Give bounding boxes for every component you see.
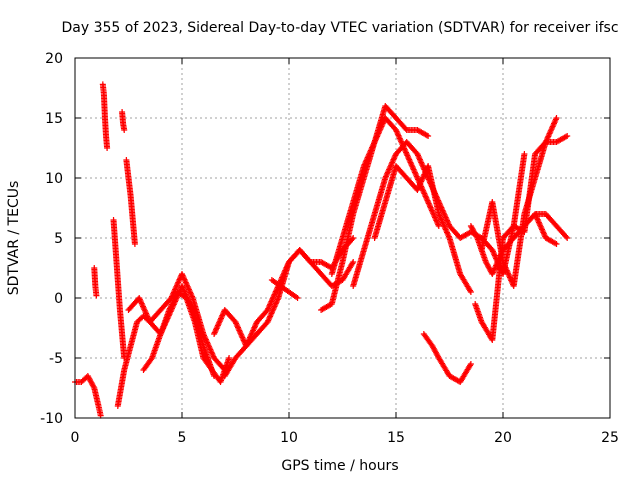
x-tick-label: 25 [601, 430, 619, 446]
data-point [350, 235, 357, 241]
x-tick-label: 20 [494, 430, 512, 446]
data-point [562, 133, 569, 140]
series-s1 [72, 373, 104, 419]
data-point [521, 151, 528, 157]
y-tick-label: 5 [54, 231, 63, 247]
series-s22 [532, 211, 560, 247]
series-s6 [110, 217, 128, 361]
y-tick-label: 20 [45, 51, 63, 67]
y-axis-label: SDTVAR / TECUs [6, 181, 22, 296]
series-s3 [99, 81, 111, 151]
chart-title: Day 355 of 2023, Sidereal Day-to-day VTE… [61, 20, 618, 36]
data-point [552, 240, 559, 247]
series-s14 [328, 115, 442, 277]
data-point [167, 304, 174, 311]
data-point [349, 260, 356, 267]
data-point [121, 127, 128, 133]
data-point [169, 300, 176, 307]
series-s12 [268, 277, 301, 301]
data-point [170, 297, 177, 304]
data-point [172, 293, 179, 300]
x-axis-label: GPS time / hours [281, 458, 398, 474]
data-point [553, 115, 560, 121]
x-tick-label: 5 [178, 430, 187, 446]
series-s5 [123, 157, 138, 247]
data-point [564, 133, 571, 139]
data-points [72, 81, 571, 419]
y-tick-label: -10 [40, 411, 63, 427]
data-point [564, 235, 571, 241]
data-point [467, 289, 474, 295]
series-s21 [478, 151, 528, 277]
data-point [168, 301, 175, 308]
data-point [171, 295, 178, 302]
series-s16 [371, 163, 474, 295]
series-s17 [420, 331, 474, 385]
x-tick-label: 10 [280, 430, 298, 446]
x-tick-label: 0 [71, 430, 80, 446]
data-point [93, 292, 100, 299]
data-point [90, 383, 97, 390]
data-point [166, 307, 173, 313]
y-tick-label: 15 [45, 111, 63, 127]
series-s2 [91, 265, 100, 299]
data-point [467, 362, 474, 369]
plot-frame [74, 57, 611, 419]
y-tick-label: -5 [49, 351, 63, 367]
y-tick-label: 10 [45, 171, 63, 187]
x-tick-label: 15 [387, 430, 405, 446]
data-point [166, 305, 173, 312]
data-point [170, 298, 177, 305]
data-point [423, 132, 430, 139]
data-point [435, 223, 442, 229]
data-point [131, 241, 138, 247]
data-point [294, 295, 301, 301]
data-point [563, 233, 570, 240]
data-point [467, 287, 474, 294]
axis-ticks: 0 5 10 15 20 25 -10 -5 0 5 10 15 20 [40, 51, 619, 446]
data-point [425, 133, 432, 139]
data-point [172, 294, 179, 301]
data-point [473, 233, 480, 240]
data-point [104, 145, 111, 151]
data-point [467, 361, 474, 367]
data-point [226, 355, 233, 361]
y-tick-label: 0 [54, 291, 63, 307]
data-point [350, 259, 357, 265]
series-s4 [119, 109, 128, 133]
data-point [168, 302, 175, 309]
data-point [553, 241, 560, 247]
